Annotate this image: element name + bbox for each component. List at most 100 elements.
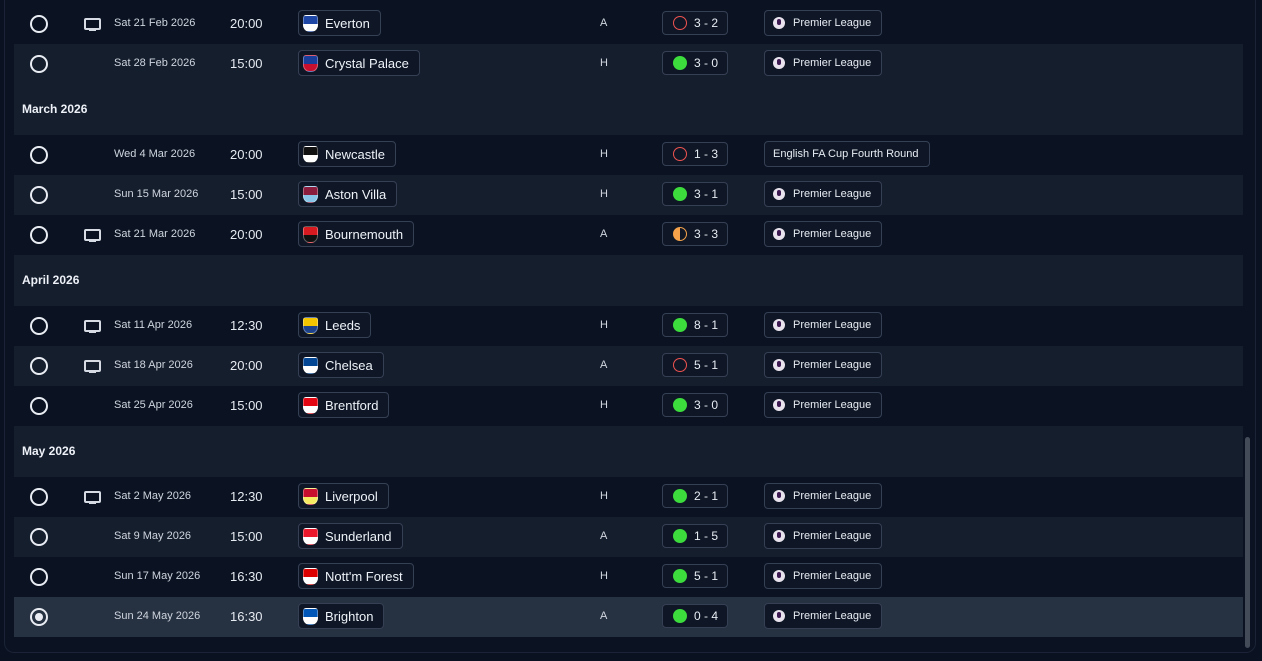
opponent-chip[interactable]: Chelsea [298,352,384,378]
match-date: Wed 4 Mar 2026 [114,148,196,160]
fixture-row[interactable]: Sat 25 Apr 2026 15:00 Brentford H 3 - 0 Premi… [14,386,1243,426]
opponent-chip[interactable]: Liverpool [298,483,389,509]
fixture-row[interactable]: Sat 2 May 2026 12:30 Liverpool H 2 - 1 Premie… [14,477,1243,517]
fixture-row[interactable]: Sun 17 May 2026 16:30 Nott'm Forest H 5 - 1 P… [14,557,1243,597]
score-value: 2 - 1 [694,489,719,503]
score-chip[interactable]: 3 - 0 [662,51,728,75]
select-radio[interactable] [30,186,48,204]
score-chip[interactable]: 8 - 1 [662,313,728,337]
competition-chip[interactable]: Premier League [764,483,883,509]
select-radio[interactable] [30,317,48,335]
kickoff-time: 20:00 [230,16,263,31]
opponent-chip[interactable]: Sunderland [298,523,403,549]
team-crest-icon [303,607,318,625]
opponent-chip[interactable]: Nott'm Forest [298,563,414,589]
score-chip[interactable]: 3 - 0 [662,393,728,417]
fixture-row[interactable]: Sat 11 Apr 2026 12:30 Leeds H 8 - 1 Premier L… [14,306,1243,346]
match-date: Sat 18 Apr 2026 [114,359,193,371]
venue: H [600,57,608,69]
kickoff-time: 12:30 [230,318,263,333]
select-radio[interactable] [30,15,48,33]
score-chip[interactable]: 1 - 5 [662,524,728,548]
select-radio[interactable] [30,608,48,626]
select-radio[interactable] [30,146,48,164]
venue: A [600,610,608,622]
competition-chip[interactable]: Premier League [764,523,883,549]
competition-chip[interactable]: Premier League [764,10,883,36]
venue: A [600,228,608,240]
opponent-chip[interactable]: Crystal Palace [298,50,420,76]
premier-league-icon [773,490,785,502]
opponent-name: Everton [325,15,370,31]
score-chip[interactable]: 5 - 1 [662,353,728,377]
tv-icon [84,18,101,31]
kickoff-time: 12:30 [230,489,263,504]
score-chip[interactable]: 3 - 2 [662,11,728,35]
opponent-chip[interactable]: Bournemouth [298,221,415,247]
fixtures-panel: Sat 21 Feb 2026 20:00 Everton A 3 - 2 Premier… [4,0,1256,653]
team-crest-icon [303,316,318,334]
score-value: 3 - 0 [694,56,719,70]
result-loss-icon [673,147,687,161]
month-label: April 2026 [22,273,80,287]
result-win-icon [673,609,687,623]
opponent-chip[interactable]: Everton [298,10,381,36]
opponent-chip[interactable]: Brentford [298,392,390,418]
score-chip[interactable]: 0 - 4 [662,604,728,628]
select-radio[interactable] [30,357,48,375]
result-loss-icon [673,358,687,372]
opponent-name: Aston Villa [325,186,387,202]
select-radio[interactable] [30,226,48,244]
kickoff-time: 20:00 [230,227,263,242]
team-crest-icon [303,185,318,203]
kickoff-time: 20:00 [230,358,263,373]
competition-chip[interactable]: Premier League [764,181,883,207]
score-chip[interactable]: 2 - 1 [662,484,728,508]
competition-name: Premier League [793,570,872,582]
fixture-row[interactable]: Wed 4 Mar 2026 20:00 Newcastle H 1 - 3 Englis… [14,135,1243,175]
competition-chip[interactable]: Premier League [764,352,883,378]
score-chip[interactable]: 3 - 1 [662,182,728,206]
team-crest-icon [303,567,318,585]
result-win-icon [673,187,687,201]
venue: H [600,148,608,160]
competition-name: Premier League [793,319,872,331]
select-radio[interactable] [30,568,48,586]
fixture-row[interactable]: Sat 21 Feb 2026 20:00 Everton A 3 - 2 Premier… [14,4,1243,44]
scrollbar[interactable] [1245,437,1250,648]
select-radio[interactable] [30,488,48,506]
kickoff-time: 15:00 [230,398,263,413]
match-date: Sat 25 Apr 2026 [114,399,193,411]
fixture-row[interactable]: Sun 15 Mar 2026 15:00 Aston Villa H 3 - 1 Pre… [14,175,1243,215]
opponent-chip[interactable]: Aston Villa [298,181,398,207]
fixture-row[interactable]: Sat 28 Feb 2026 15:00 Crystal Palace H 3 - 0… [14,44,1243,84]
opponent-chip[interactable]: Leeds [298,312,372,338]
opponent-chip[interactable]: Brighton [298,603,385,629]
opponent-chip[interactable]: Newcastle [298,141,396,167]
select-radio[interactable] [30,55,48,73]
fixture-row[interactable]: Sat 21 Mar 2026 20:00 Bournemouth A 3 - 3 Pre… [14,215,1243,255]
competition-chip[interactable]: Premier League [764,563,883,589]
month-header: May 2026 [14,426,1243,477]
competition-chip[interactable]: Premier League [764,392,883,418]
premier-league-icon [773,17,785,29]
competition-chip[interactable]: Premier League [764,312,883,338]
opponent-name: Brentford [325,397,379,413]
select-radio[interactable] [30,528,48,546]
score-value: 1 - 5 [694,529,719,543]
kickoff-time: 16:30 [230,569,263,584]
competition-chip[interactable]: English FA Cup Fourth Round [764,141,930,167]
competition-chip[interactable]: Premier League [764,603,883,629]
competition-chip[interactable]: Premier League [764,50,883,76]
team-crest-icon [303,54,318,72]
score-chip[interactable]: 5 - 1 [662,564,728,588]
fixture-row[interactable]: Sat 18 Apr 2026 20:00 Chelsea A 5 - 1 Premier… [14,346,1243,386]
result-win-icon [673,398,687,412]
competition-chip[interactable]: Premier League [764,221,883,247]
fixture-row[interactable]: Sun 24 May 2026 16:30 Brighton A 0 - 4 Premie… [14,597,1243,637]
fixture-row[interactable]: Sat 9 May 2026 15:00 Sunderland A 1 - 5 Premi… [14,517,1243,557]
score-chip[interactable]: 3 - 3 [662,222,728,246]
score-chip[interactable]: 1 - 3 [662,142,728,166]
score-value: 3 - 2 [694,16,719,30]
select-radio[interactable] [30,397,48,415]
